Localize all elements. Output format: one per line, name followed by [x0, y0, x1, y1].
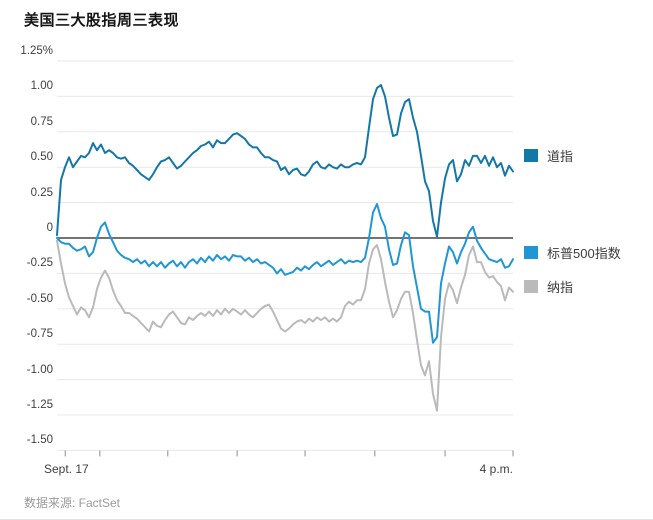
- sp500-color-swatch-icon: [524, 246, 538, 259]
- y-axis-tick-label: -0.75: [26, 328, 53, 341]
- legend-label-nasdaq: 纳指: [547, 280, 574, 295]
- legend-label-sp500: 标普500指数: [547, 246, 621, 261]
- y-axis-tick-label: -1.50: [26, 434, 53, 447]
- y-axis-tick-label: 1.25%: [20, 45, 53, 57]
- y-axis-tick-label: 0.25: [30, 186, 53, 199]
- legend-item-nasdaq: 纳指: [524, 277, 573, 296]
- legend-item-dow: 道指: [524, 146, 573, 165]
- series-line-0: [56, 84, 514, 238]
- y-axis-tick-label: -1.25: [26, 399, 53, 411]
- data-source-note: 数据来源: FactSet: [24, 496, 121, 510]
- x-axis-end-label: 4 p.m.: [479, 462, 513, 476]
- legend-label-dow: 道指: [547, 149, 574, 164]
- y-axis-tick-label: 0: [46, 222, 53, 234]
- y-axis-tick-label: -1.00: [26, 363, 53, 376]
- nasdaq-color-swatch-icon: [524, 280, 538, 293]
- chart-title: 美国三大股指周三表现: [24, 12, 180, 29]
- legend-item-sp500: 标普500指数: [524, 243, 621, 262]
- y-axis-tick-label: 1.00: [30, 80, 53, 93]
- dow-color-swatch-icon: [524, 149, 538, 162]
- x-axis-start-label: Sept. 17: [44, 462, 89, 476]
- y-axis-tick-label: 0.50: [30, 151, 53, 164]
- series-line-2: [56, 239, 514, 412]
- y-axis-tick-label: -0.50: [26, 292, 53, 305]
- y-axis-tick-label: -0.25: [26, 257, 53, 270]
- series-line-1: [56, 203, 514, 344]
- y-axis-tick-label: 0.75: [30, 115, 53, 128]
